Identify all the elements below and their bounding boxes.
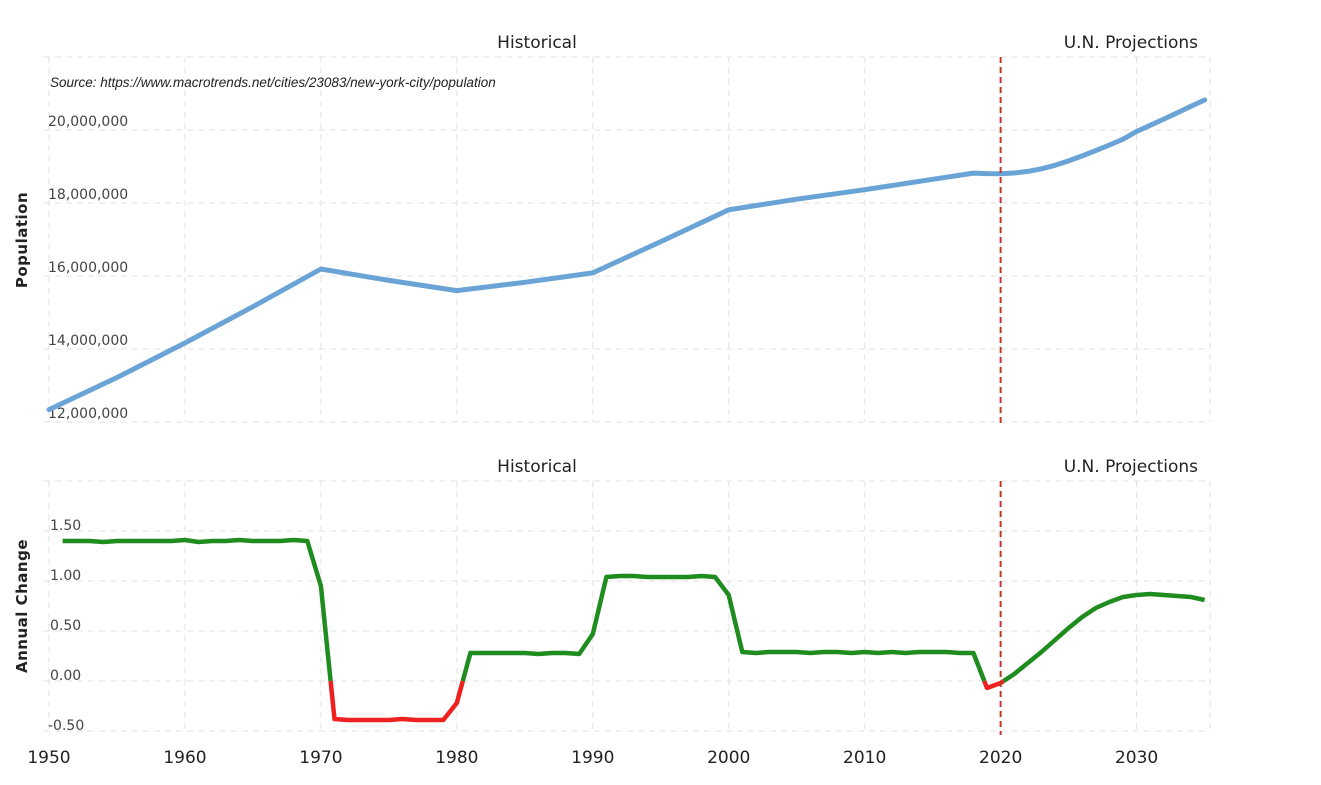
x-tick-label: 2020 bbox=[979, 748, 1022, 768]
y-tick-label: 16,000,000 bbox=[48, 260, 128, 276]
x-tick-label: 2010 bbox=[843, 748, 886, 768]
bottom-historical-label: Historical bbox=[497, 457, 577, 477]
y-tick-label: 0.00 bbox=[50, 668, 81, 684]
x-tick-label: 1950 bbox=[27, 748, 70, 768]
x-ticks: 1950 1960 1970 1980 1990 2000 2010 2020 2030 bbox=[27, 748, 1158, 768]
x-tick-label: 1970 bbox=[299, 748, 342, 768]
bottom-projections-label: U.N. Projections bbox=[1064, 457, 1198, 477]
x-tick-label: 1960 bbox=[163, 748, 206, 768]
positive-change-segment bbox=[1002, 591, 1206, 683]
x-tick-label: 2030 bbox=[1115, 748, 1158, 768]
y-tick-label: 12,000,000 bbox=[48, 406, 128, 422]
y-tick-label: 18,000,000 bbox=[48, 187, 128, 203]
positive-change-segment bbox=[460, 573, 987, 682]
bottom-y-axis-label: Annual Change bbox=[13, 539, 31, 673]
y-tick-label: 14,000,000 bbox=[48, 333, 128, 349]
y-tick-label: 1.00 bbox=[50, 568, 81, 584]
top-historical-label: Historical bbox=[497, 33, 577, 53]
y-tick-label: 0.50 bbox=[50, 618, 81, 634]
population-series bbox=[46, 97, 1208, 413]
y-tick-label: 20,000,000 bbox=[48, 114, 128, 130]
top-gridlines bbox=[44, 56, 1211, 423]
bottom-y-ticks: -0.50 0.00 0.50 1.00 1.50 bbox=[48, 518, 84, 734]
top-y-axis-label: Population bbox=[13, 192, 31, 288]
top-projections-label: U.N. Projections bbox=[1064, 33, 1198, 53]
negative-change-segment bbox=[982, 679, 1005, 691]
x-tick-label: 2000 bbox=[707, 748, 750, 768]
population-line bbox=[46, 97, 1208, 413]
y-tick-label: -0.50 bbox=[48, 718, 84, 734]
negative-change-segment bbox=[328, 680, 465, 723]
x-tick-label: 1990 bbox=[571, 748, 614, 768]
bottom-gridlines bbox=[44, 480, 1211, 732]
positive-change-segment bbox=[62, 537, 333, 682]
annual-change-series bbox=[62, 537, 1206, 723]
y-tick-label: 1.50 bbox=[50, 518, 81, 534]
source-note: Source: https://www.macrotrends.net/citi… bbox=[50, 75, 496, 90]
x-tick-label: 1980 bbox=[435, 748, 478, 768]
top-y-ticks: 12,000,000 14,000,000 16,000,000 18,000,000… bbox=[48, 114, 128, 422]
